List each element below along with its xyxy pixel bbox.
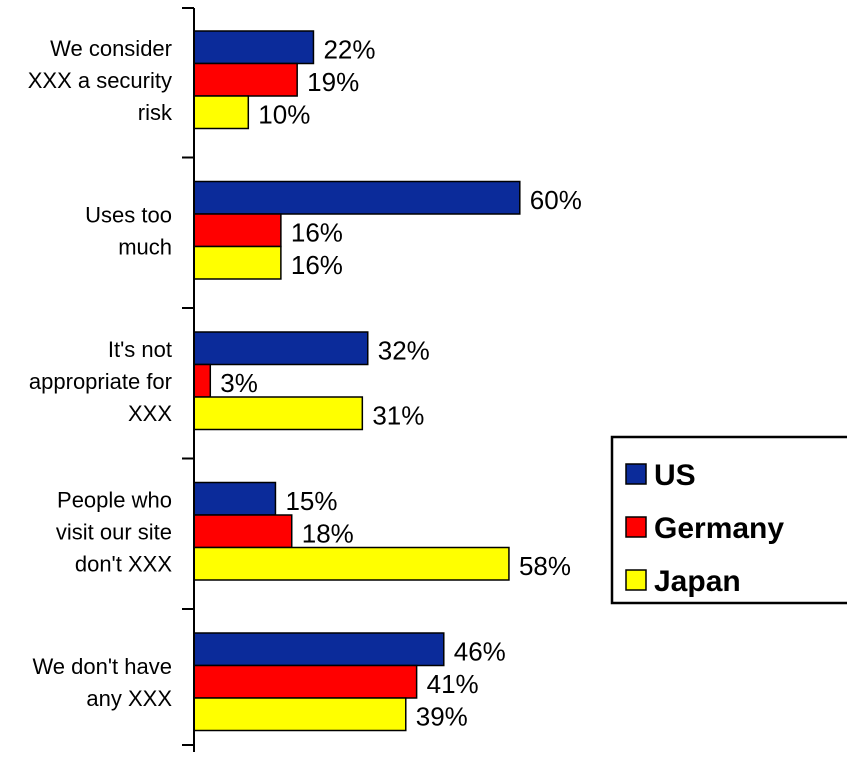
category-label-4: People who visit our site don't XXX	[56, 487, 172, 576]
value-label-japan-1: 10%	[258, 100, 310, 130]
bar-germany-1	[193, 62, 298, 97]
value-label-germany-3: 3%	[220, 368, 258, 398]
category-label-line: Uses too	[85, 202, 172, 227]
category-label-2: Uses too much	[85, 202, 172, 259]
legend-label-japan: Japan	[654, 565, 741, 598]
category-label-line: People who	[57, 487, 172, 512]
bar-japan-3	[193, 396, 364, 431]
category-label-line: visit our site	[56, 519, 172, 544]
bar-japan-5	[193, 697, 407, 732]
category-label-line: XXX a security	[28, 68, 172, 93]
legend-swatch-germany	[625, 516, 647, 538]
value-label-japan-3: 31%	[372, 401, 424, 431]
bar-germany-3	[193, 363, 212, 398]
bar-japan-1	[193, 95, 250, 130]
category-label-line: any XXX	[86, 686, 172, 711]
category-label-line: It's not	[108, 337, 172, 362]
legend-box	[610, 435, 847, 605]
labels-layer: We consider XXX a security risk 22%19%10% Us…	[28, 35, 582, 732]
value-label-japan-5: 39%	[416, 702, 468, 732]
value-label-us-2: 60%	[530, 185, 582, 215]
value-label-us-3: 32%	[378, 336, 430, 366]
bars-layer	[193, 30, 521, 732]
bar-us-2	[193, 180, 521, 215]
value-label-us-4: 15%	[285, 486, 337, 516]
category-label-line: don't XXX	[75, 551, 172, 576]
legend-label-germany: Germany	[654, 512, 784, 545]
value-label-germany-2: 16%	[291, 218, 343, 248]
category-label-line: We consider	[50, 36, 172, 61]
value-label-germany-4: 18%	[302, 519, 354, 549]
category-label-line: much	[118, 234, 172, 259]
legend-label-us: US	[654, 459, 696, 492]
category-label-3: It's not appropriate for XXX	[29, 337, 172, 426]
value-label-us-1: 22%	[323, 35, 375, 65]
bar-us-5	[193, 632, 445, 667]
value-label-germany-5: 41%	[427, 669, 479, 699]
legend: US Germany Japan	[610, 435, 847, 605]
category-label-line: risk	[138, 100, 173, 125]
bar-us-4	[193, 481, 277, 516]
value-label-japan-4: 58%	[519, 551, 571, 581]
bar-japan-2	[193, 245, 282, 280]
legend-swatch-us	[625, 463, 647, 485]
value-label-germany-1: 19%	[307, 67, 359, 97]
bar-germany-5	[193, 664, 418, 699]
bar-japan-4	[193, 546, 510, 581]
category-label-5: We don't have any XXX	[32, 654, 172, 711]
bar-germany-4	[193, 514, 293, 549]
legend-swatch-japan	[625, 569, 647, 591]
category-axis	[182, 7, 195, 752]
category-label-1: We consider XXX a security risk	[28, 36, 173, 125]
bar-germany-2	[193, 213, 282, 248]
category-label-line: appropriate for	[29, 369, 172, 394]
value-label-japan-2: 16%	[291, 250, 343, 280]
bar-us-3	[193, 331, 369, 366]
value-label-us-5: 46%	[454, 637, 506, 667]
bar-us-1	[193, 30, 315, 65]
category-label-line: We don't have	[32, 654, 172, 679]
category-label-line: XXX	[128, 401, 172, 426]
